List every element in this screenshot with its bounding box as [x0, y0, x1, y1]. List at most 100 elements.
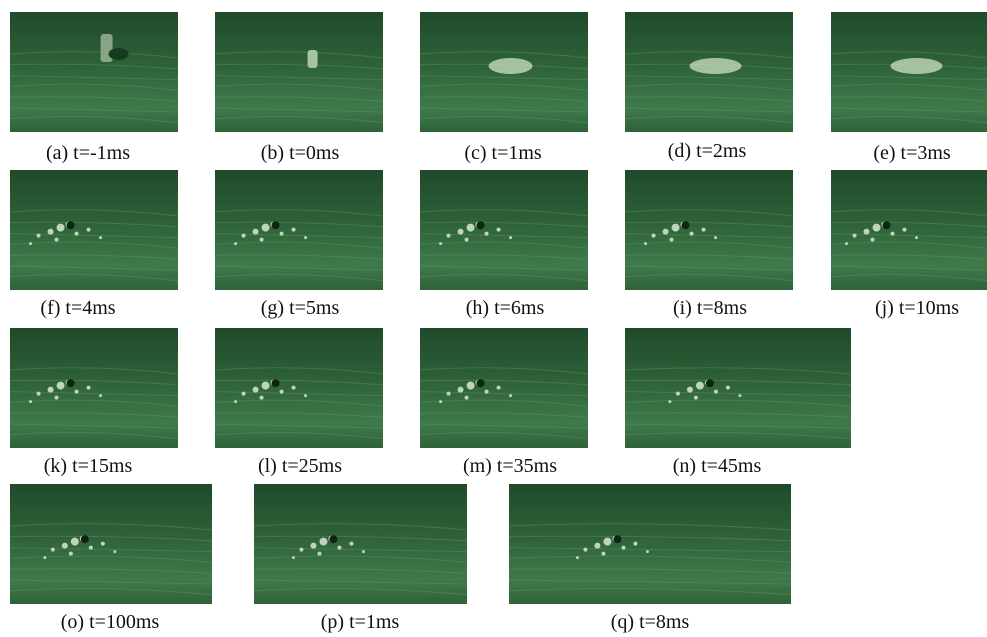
leaf-surface [831, 170, 987, 290]
droplet [43, 556, 47, 560]
dark-spot [705, 379, 714, 388]
droplet [100, 541, 105, 546]
leaf-photo [10, 170, 178, 290]
droplet [668, 400, 672, 404]
leaf-surface [10, 170, 178, 290]
leaf-vein [215, 265, 383, 271]
photo-frame-q [509, 484, 791, 604]
leaf-vein [625, 432, 851, 440]
dark-spot [66, 379, 75, 388]
leaf-vein [10, 265, 178, 271]
droplet [291, 556, 295, 560]
droplet [738, 394, 742, 398]
leaf-vein [831, 107, 987, 113]
leaf-vein [215, 254, 383, 260]
droplet [36, 233, 41, 238]
leaf-vein [625, 233, 793, 239]
leaf-vein [215, 96, 383, 102]
leaf-vein [215, 367, 383, 375]
photo-frame-l [215, 328, 383, 448]
dark-spot [80, 535, 89, 544]
droplet [852, 233, 857, 238]
caption-b: (b) t=0ms [260, 142, 340, 164]
leaf-vein [420, 367, 588, 375]
droplet [299, 547, 304, 552]
leaf-vein [509, 579, 791, 585]
droplet [603, 537, 612, 546]
droplet [644, 242, 648, 246]
caption-l: (l) t=25ms [257, 455, 343, 477]
leaf-vein [215, 233, 383, 239]
leaf-vein [254, 579, 467, 585]
leaf-vein [10, 535, 212, 542]
leaf-vein [420, 83, 588, 91]
drop-shadow [108, 48, 129, 60]
leaf-vein [509, 535, 791, 542]
droplet [695, 381, 704, 390]
leaf-vein [831, 221, 987, 228]
droplet [68, 551, 73, 556]
leaf-vein [420, 265, 588, 271]
leaf-vein [10, 588, 212, 596]
leaf-surface [10, 12, 178, 132]
caption-i: (i) t=8ms [672, 297, 748, 319]
leaf-vein [625, 83, 793, 91]
droplet [56, 223, 65, 232]
droplet [261, 223, 270, 232]
dark-spot [681, 221, 690, 230]
leaf-vein [215, 116, 383, 124]
leaf-vein [625, 412, 851, 418]
leaf-vein [215, 423, 383, 429]
leaf-vein [10, 579, 212, 585]
droplet [633, 541, 638, 546]
leaf-vein [215, 63, 383, 70]
droplet [361, 550, 365, 554]
leaf-vein [420, 107, 588, 113]
droplet [621, 545, 626, 550]
leaf-vein [831, 265, 987, 271]
dark-spot [613, 535, 622, 544]
droplet [714, 236, 718, 240]
leaf-vein [625, 399, 851, 407]
droplet [863, 228, 870, 235]
leaf-photo [420, 170, 588, 290]
leaf-vein [10, 209, 178, 217]
leaf-vein [420, 254, 588, 260]
leaf-vein [420, 423, 588, 429]
photo-frame-f [10, 170, 178, 290]
photo-frame-a [10, 12, 178, 132]
caption-f: (f) t=4ms [40, 297, 116, 319]
leaf-vein [831, 233, 987, 239]
leaf-vein [509, 555, 791, 563]
leaf-vein [509, 588, 791, 596]
leaf-photo [625, 328, 851, 448]
leaf-vein [831, 116, 987, 124]
droplet [601, 551, 606, 556]
leaf-vein [625, 379, 851, 386]
leaf-vein [625, 391, 851, 397]
caption-d: (d) t=2ms [667, 140, 747, 162]
droplet [74, 389, 79, 394]
photo-frame-b [215, 12, 383, 132]
droplet [99, 394, 103, 398]
caption-p: (p) t=1ms [320, 611, 400, 633]
dark-spot [271, 379, 280, 388]
leaf-vein [420, 391, 588, 397]
leaf-photo [625, 12, 793, 132]
caption-g: (g) t=5ms [260, 297, 340, 319]
droplet [509, 236, 513, 240]
droplet [36, 391, 41, 396]
leaf-vein [420, 51, 588, 59]
droplet [47, 386, 54, 393]
spreading-splash [689, 58, 742, 74]
leaf-vein [10, 107, 178, 113]
caption-a: (a) t=-1ms [45, 142, 131, 164]
leaf-vein [625, 254, 793, 260]
droplet [259, 395, 264, 400]
caption-o: (o) t=100ms [60, 611, 160, 633]
droplet [234, 400, 238, 404]
leaf-vein [10, 555, 212, 563]
leaf-vein [215, 432, 383, 440]
droplet [446, 391, 451, 396]
droplet [675, 391, 680, 396]
